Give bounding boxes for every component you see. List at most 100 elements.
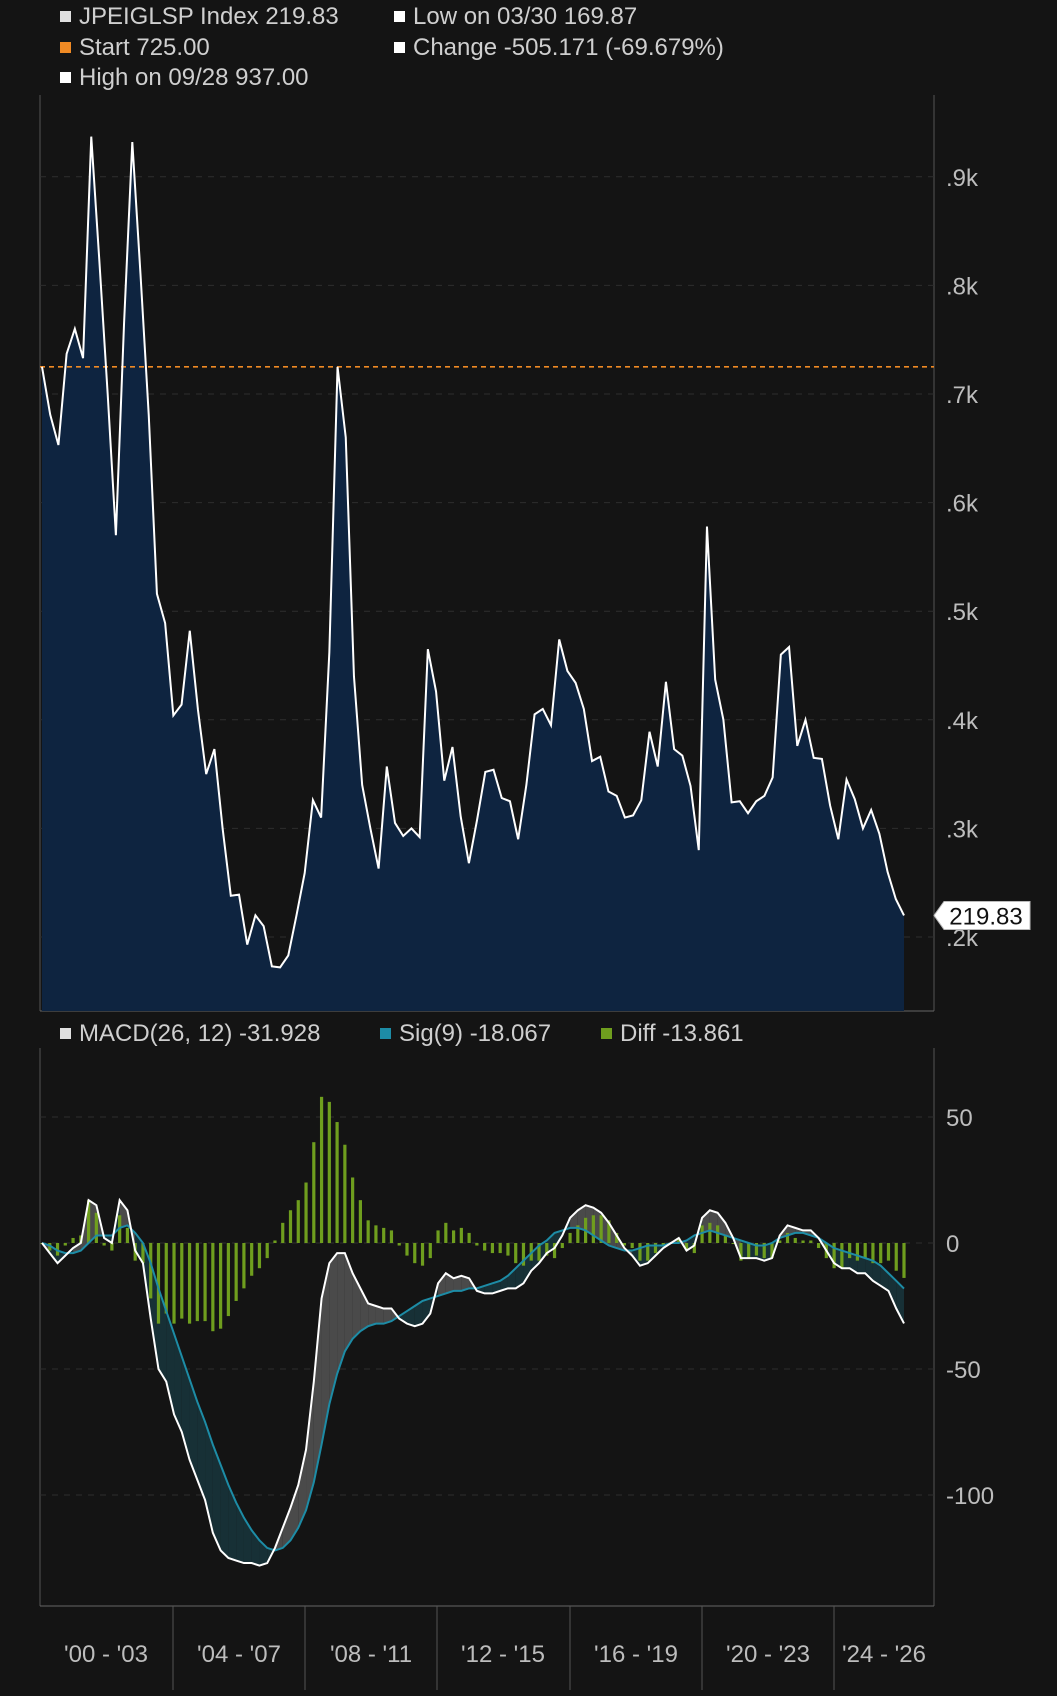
diff-bar	[708, 1222, 712, 1243]
diff-bar	[483, 1243, 487, 1251]
macd-y-tick-label: 0	[946, 1231, 959, 1258]
macd-signal-fill-segment	[438, 1273, 446, 1296]
macd-signal-fill-segment	[119, 1200, 128, 1228]
diff-bar	[599, 1215, 603, 1243]
diff-bar	[894, 1243, 898, 1271]
diff-bar	[195, 1243, 199, 1322]
x-tick-label: '04 - '07	[197, 1641, 281, 1668]
diff-bar	[716, 1225, 720, 1243]
diff-bar	[397, 1243, 401, 1246]
macd-signal-fill-segment	[888, 1273, 897, 1309]
macd-signal-fill-segment	[546, 1232, 555, 1254]
diff-bar	[413, 1243, 417, 1264]
macd-signal-fill-segment	[383, 1308, 392, 1324]
legend-change: Change -505.171 (-69.679%)	[394, 34, 724, 62]
diff-bar	[164, 1243, 168, 1314]
macd-gridlines	[40, 1116, 934, 1496]
macd-signal-fill-segment	[507, 1268, 516, 1289]
diff-bar	[902, 1243, 906, 1278]
diff-bar	[615, 1232, 619, 1243]
diff-bar	[257, 1243, 262, 1269]
macd-signal-fill-segment	[337, 1253, 345, 1375]
macd-signal-fill-segment	[344, 1253, 353, 1352]
macd-signal-fill-segment	[585, 1205, 594, 1236]
diff-bar	[855, 1243, 860, 1261]
diff-bar	[467, 1232, 471, 1243]
diff-bar	[684, 1243, 689, 1251]
macd-signal-fill-segment	[740, 1240, 749, 1259]
x-axis: '00 - '03 '04 - '07 '08 - '11 '12 - '15 '16 …	[64, 1606, 926, 1690]
diff-bar	[514, 1243, 518, 1264]
legend-swatch-diff	[601, 1028, 612, 1039]
diff-bar	[459, 1227, 463, 1243]
diff-bar	[793, 1237, 797, 1243]
diff-bar	[351, 1177, 355, 1243]
diff-bar	[723, 1235, 727, 1243]
price-area-fill	[42, 136, 904, 1012]
macd-signal-fill-segment	[608, 1222, 617, 1249]
macd-signal-fill-segment	[748, 1243, 757, 1259]
diff-bar	[576, 1225, 580, 1243]
diff-bar	[358, 1200, 362, 1243]
macd-signal-fill-segment	[702, 1210, 710, 1233]
legend-index: JPEIGLSP Index 219.83	[60, 3, 339, 31]
diff-bar	[560, 1243, 564, 1249]
macd-signal-fill-segment	[764, 1243, 772, 1261]
macd-signal-fill-segment	[282, 1507, 291, 1548]
macd-signal-fill-segment	[523, 1253, 532, 1284]
diff-bar	[265, 1243, 269, 1259]
macd-y-tick-label: -100	[946, 1483, 994, 1510]
price-y-tick-label: .9k	[946, 165, 979, 192]
legend-index-label: JPEIGLSP Index 219.83	[79, 3, 339, 30]
legend-macd: MACD(26, 12) -31.928	[60, 1020, 320, 1048]
x-tick-label: '00 - '03	[64, 1641, 148, 1668]
diff-bar	[327, 1101, 331, 1243]
diff-bar	[886, 1243, 891, 1261]
last-value-tag-shape	[933, 900, 1031, 930]
diff-bar	[102, 1243, 106, 1246]
x-tick-label: '08 - '11	[330, 1641, 412, 1668]
macd-signal-fill-segment	[150, 1263, 159, 1369]
diff-bar	[374, 1225, 378, 1243]
diff-bar	[125, 1227, 130, 1243]
macd-signal-fill-segment	[461, 1275, 470, 1291]
diff-bar	[110, 1243, 114, 1251]
macd-signal-fill	[42, 1200, 904, 1566]
macd-signal-fill-segment	[849, 1253, 858, 1274]
diff-bar	[521, 1243, 526, 1266]
diff-bar	[871, 1243, 875, 1264]
macd-signal-fill-segment	[422, 1298, 431, 1324]
diff-bar	[490, 1243, 495, 1254]
diff-bar	[646, 1243, 650, 1261]
diff-bar	[55, 1243, 60, 1256]
diff-bar	[273, 1240, 277, 1243]
x-tick-label: '24 - '26	[842, 1641, 926, 1668]
diff-bar	[568, 1232, 572, 1243]
macd-signal-fill-segment	[298, 1449, 307, 1528]
macd-signal-fill-segment	[181, 1356, 190, 1460]
macd-signal-fill-segment	[197, 1401, 206, 1501]
macd-signal-fill-segment	[88, 1200, 97, 1243]
macd-signal-fill-segment	[756, 1245, 765, 1261]
price-y-tick-label: .3k	[946, 816, 979, 843]
diff-bar	[319, 1096, 324, 1243]
price-y-tick-label: .8k	[946, 273, 979, 300]
macd-signal-fill-segment	[158, 1288, 167, 1382]
macd-signal-fill-segment	[399, 1311, 407, 1324]
x-tick-label: '20 - '23	[726, 1641, 810, 1668]
diff-bar	[304, 1182, 308, 1243]
legend-swatch-sig	[380, 1028, 391, 1039]
diff-bar	[420, 1243, 425, 1266]
macd-signal-fill-segment	[329, 1253, 338, 1405]
legend-swatch-high	[60, 72, 71, 83]
macd-signal-fill-segment	[368, 1303, 376, 1327]
macd-signal-fill-segment	[313, 1298, 322, 1483]
diff-bar	[366, 1220, 370, 1243]
macd-signal-fill-segment	[375, 1306, 384, 1324]
legend-swatch-index	[60, 11, 71, 22]
legend-diff: Diff -13.861	[601, 1020, 744, 1048]
diff-bar	[692, 1243, 696, 1254]
legend-start: Start 725.00	[60, 34, 210, 62]
diff-bar	[281, 1222, 285, 1243]
